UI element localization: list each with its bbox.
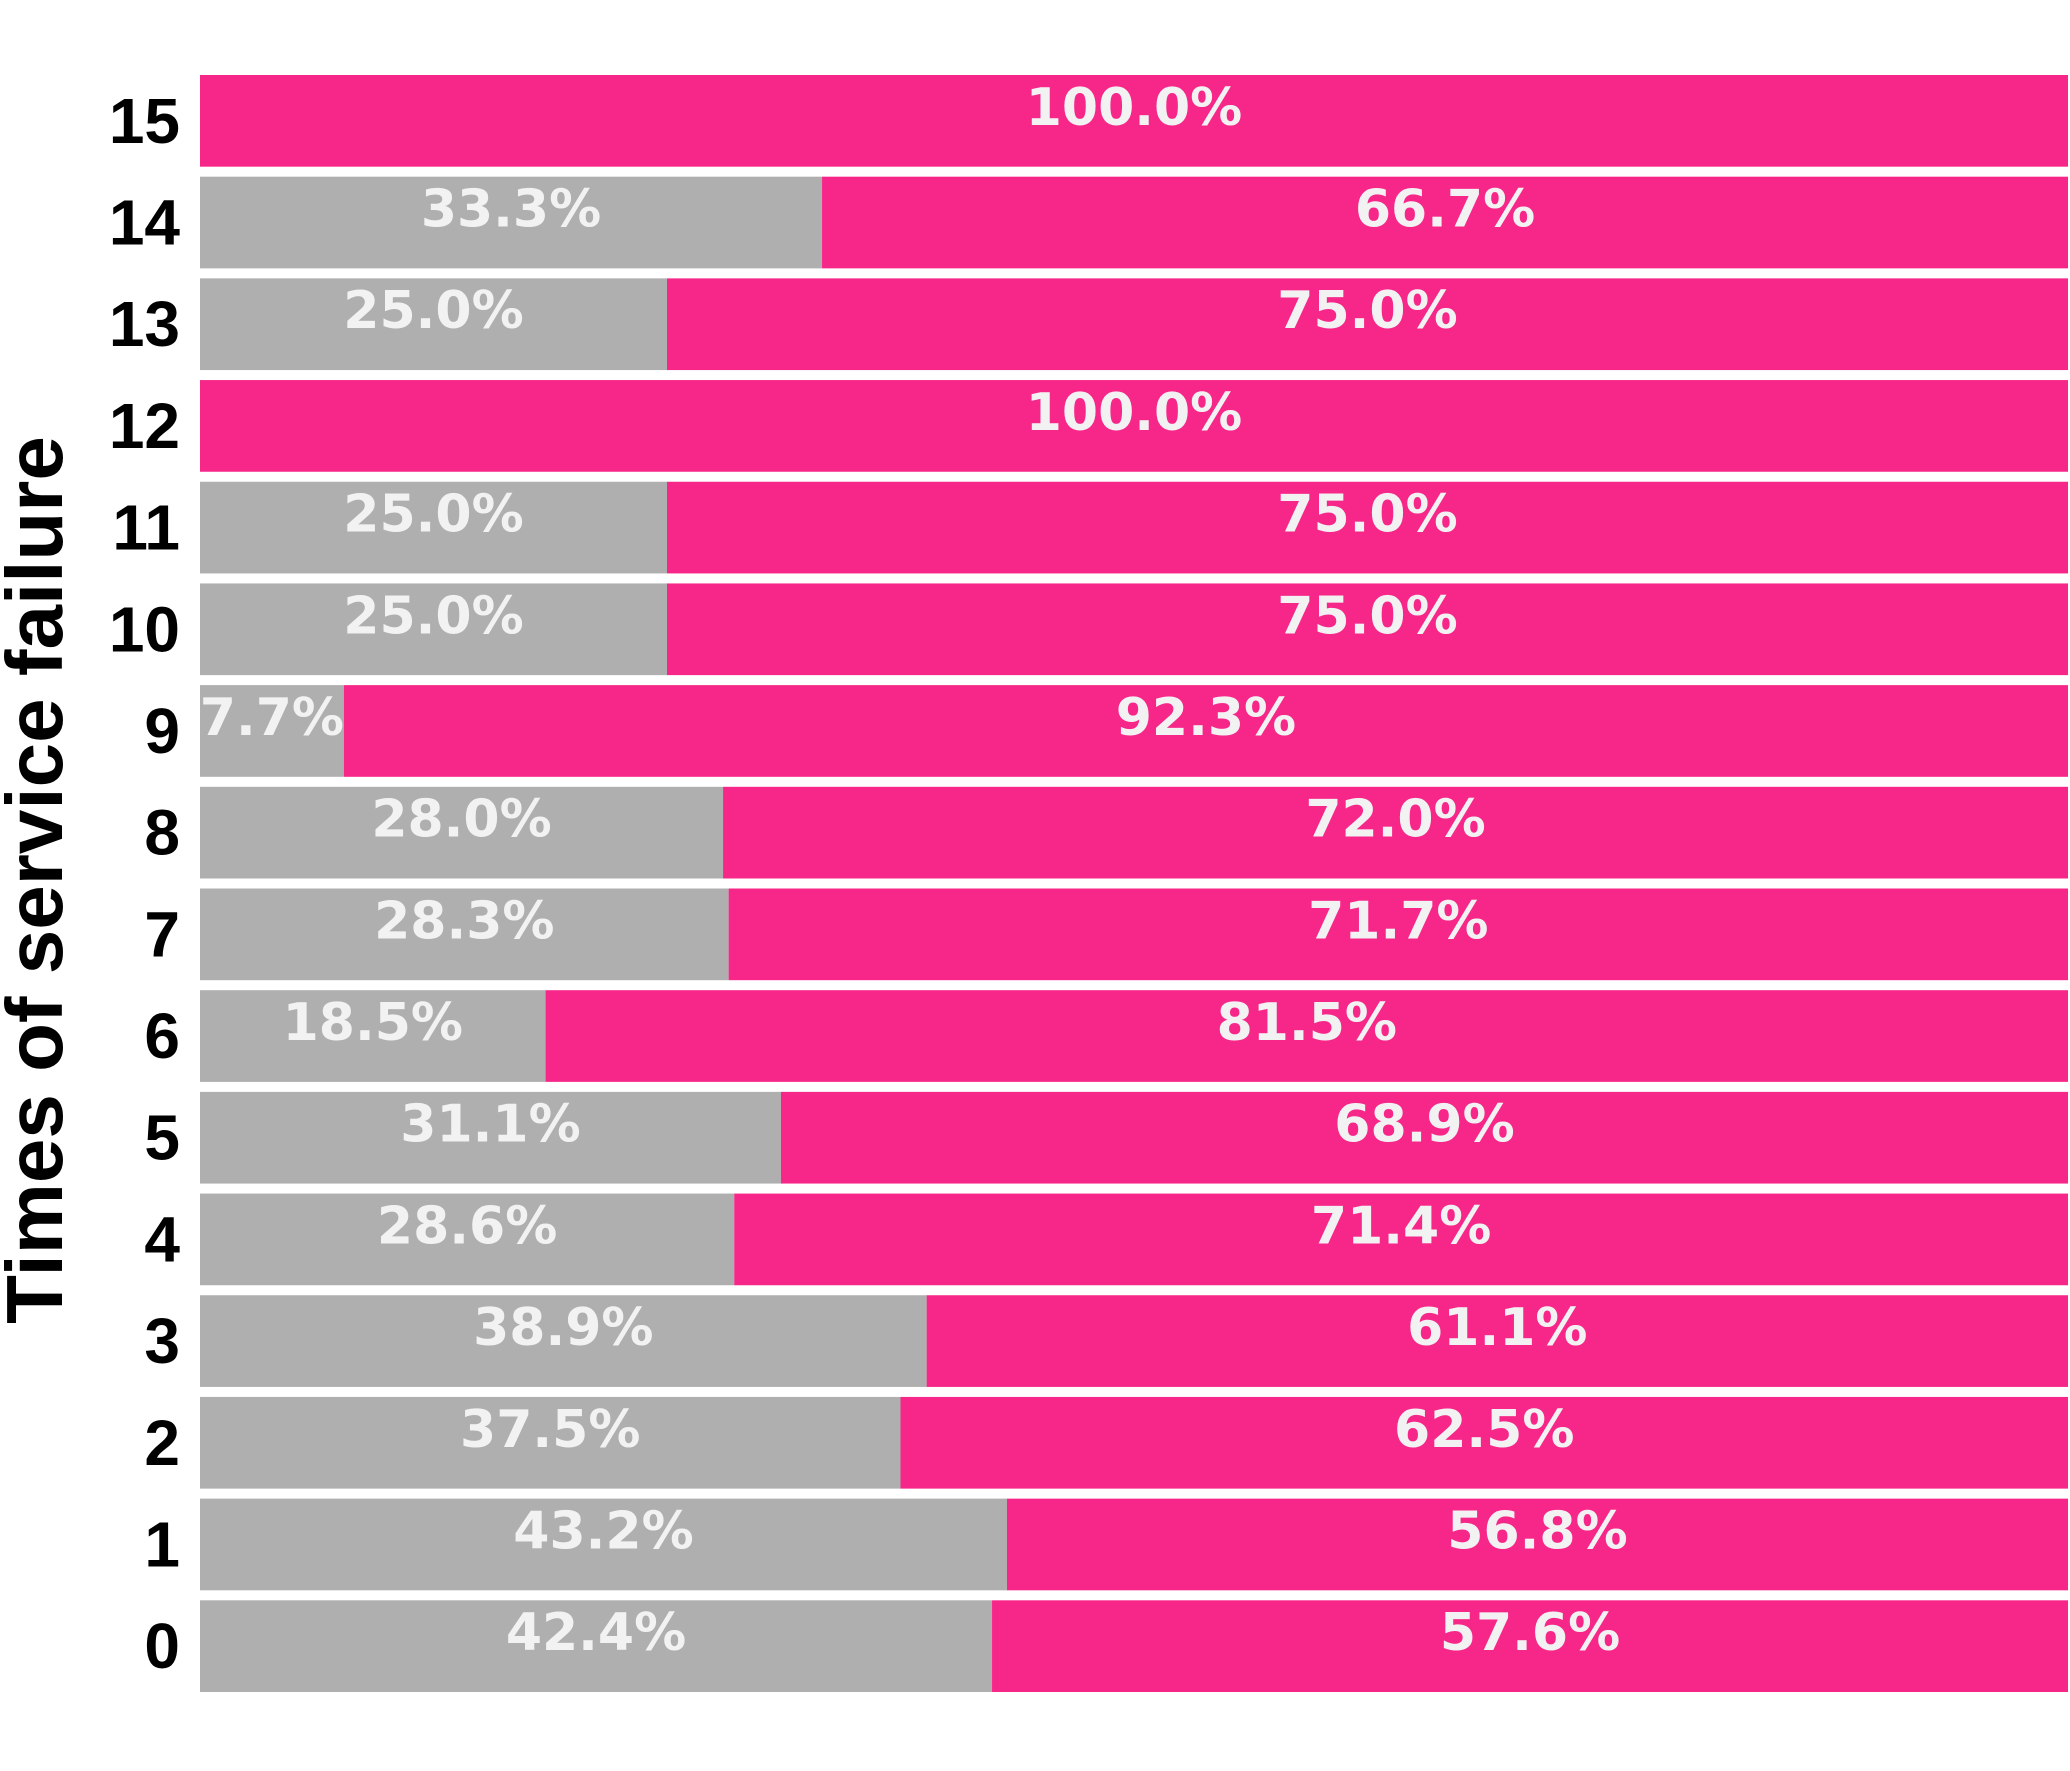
bar-value-label: 28.0% [371,790,551,850]
bar-value-label: 68.9% [1334,1095,1514,1155]
bar-value-label: 18.5% [283,993,463,1053]
bar-segment-gray [200,888,729,981]
y-tick-label: 11 [112,492,180,564]
bar-value-label: 72.0% [1305,790,1485,850]
bar-segment-pink [822,176,2069,269]
data-labels: 42.4% 57.6% 43.2% 56.8% 37.5% 62.5% 38.9% 61.1%… [200,78,1628,1663]
y-tick-label: 3 [144,1305,180,1377]
bar-segment-gray [200,1091,781,1184]
bar-segment-pink [200,380,2068,472]
bar-segment-pink [734,1193,2068,1286]
y-tick-label: 5 [144,1102,180,1174]
bar-value-label: 33.3% [421,180,601,240]
y-tick-label: 1 [144,1508,180,1580]
bar-segment-gray [200,990,546,1082]
bar-segment-gray [200,786,724,879]
y-tick-label: 14 [109,187,181,259]
bar-value-label: 100.0% [1026,78,1243,138]
bar-segment-pink [545,990,2068,1082]
y-tick-label: 0 [144,1610,180,1682]
bar-value-label: 7.7% [200,688,344,748]
bar-segment-gray [200,278,667,371]
bar-value-label: 75.0% [1277,281,1457,341]
bar-segment-gray [200,176,823,269]
bar-value-label: 56.8% [1447,1501,1627,1561]
bar-value-label: 43.2% [513,1501,693,1561]
bar-value-label: 25.0% [343,586,523,646]
bar-value-label: 92.3% [1116,688,1296,748]
bar-segment-pink [667,583,2068,676]
bar-value-label: 75.0% [1277,586,1457,646]
bar-value-label: 81.5% [1217,993,1397,1053]
bar-value-label: 57.6% [1440,1603,1620,1663]
bar-segment-pink [728,888,2068,981]
bar-segment-gray [200,481,667,574]
bar-value-label: 28.6% [377,1196,557,1256]
bar-segment-pink [900,1396,2068,1489]
bar-segment-pink [780,1091,2068,1184]
y-tick-label: 4 [144,1203,180,1275]
bars-layer [200,75,2069,1692]
bar-value-label: 28.3% [374,891,554,951]
y-tick-label: 15 [109,85,180,157]
bar-segment-pink [992,1600,2068,1692]
y-axis-title: Times of service failure [0,436,79,1324]
bar-segment-pink [926,1295,2068,1387]
bar-segment-gray [200,685,344,777]
bar-value-label: 42.4% [506,1603,686,1663]
bar-segment-gray [200,583,667,676]
y-tick-label: 10 [109,593,180,665]
bar-value-label: 25.0% [343,281,523,341]
bar-value-label: 62.5% [1394,1400,1574,1460]
y-tick-label: 7 [144,898,180,970]
bar-segment-pink [667,481,2068,574]
bar-value-label: 66.7% [1355,180,1535,240]
bar-segment-pink [200,75,2068,167]
bar-value-label: 25.0% [343,485,523,545]
bar-value-label: 31.1% [400,1095,580,1155]
y-tick-label: 8 [144,797,180,869]
bar-value-label: 37.5% [460,1400,640,1460]
y-tick-label: 13 [109,288,180,360]
bar-segment-pink [667,278,2068,371]
y-tick-label: 2 [144,1407,180,1479]
y-tick-label: 12 [109,390,180,462]
bar-segment-gray [200,1396,901,1489]
bar-segment-pink [343,685,2069,777]
bar-value-label: 71.4% [1311,1196,1491,1256]
bar-value-label: 71.7% [1308,891,1488,951]
bar-segment-gray [200,1193,735,1286]
bar-segment-gray [200,1600,993,1692]
bar-value-label: 75.0% [1277,485,1457,545]
bar-segment-pink [723,786,2068,879]
bar-segment-gray [200,1295,927,1387]
y-tick-label: 6 [144,1000,180,1072]
bar-segment-pink [1006,1498,2068,1591]
bar-value-label: 100.0% [1026,383,1243,443]
bar-segment-gray [200,1498,1007,1591]
bar-value-label: 61.1% [1407,1298,1587,1358]
y-tick-label: 9 [144,695,180,767]
bar-value-label: 38.9% [473,1298,653,1358]
